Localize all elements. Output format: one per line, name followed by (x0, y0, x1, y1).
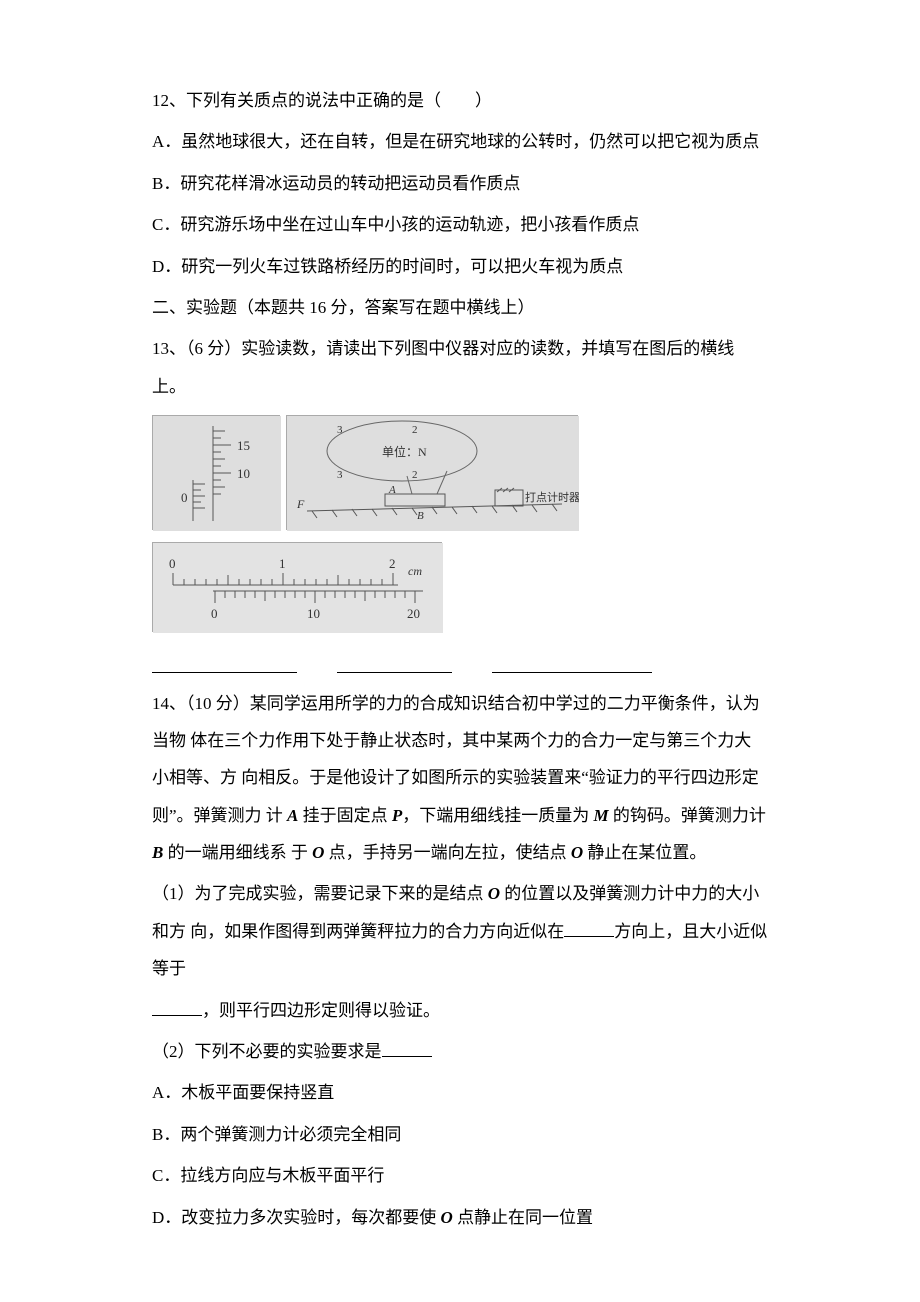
q14-stem-line4d: 的钩码。弹簧测力计 (609, 806, 766, 825)
q14-italic-m: M (594, 806, 609, 825)
q12-choice-a: A．虽然地球很大，还在自转，但是在研究地球的公转时，仍然可以把它视为质点 (152, 123, 768, 160)
q14-italic-o2: O (571, 843, 583, 862)
q13-ruler-image: 0 1 2 cm (152, 542, 442, 632)
svg-text:15: 15 (237, 438, 250, 453)
q14-choice-d: D．改变拉力多次实验时，每次都要使 O 点静止在同一位置 (152, 1199, 768, 1236)
q14-sub1-cont: ，则平行四边形定则得以验证。 (152, 992, 768, 1029)
q14-choice-b: B．两个弹簧测力计必须完全相同 (152, 1116, 768, 1153)
q12-choice-d: D．研究一列火车过铁路桥经历的时间时，可以把火车视为质点 (152, 248, 768, 285)
q14-italic-b: B (152, 843, 163, 862)
svg-text:A: A (388, 484, 396, 496)
svg-text:20: 20 (407, 606, 420, 621)
svg-text:10: 10 (237, 466, 250, 481)
q14-sub2-blank[interactable] (382, 1037, 432, 1057)
q14-sub2: （2）下列不必要的实验要求是 (152, 1033, 768, 1070)
q14-stem-line5b: 点，手持另一端向左拉，使结点 (324, 843, 571, 862)
q13-vernier-image: 15 10 0 (152, 415, 280, 530)
q14-choice-c: C．拉线方向应与木板平面平行 (152, 1157, 768, 1194)
q14-stem-line4e: 的一端用细线系 (163, 843, 286, 862)
q14-choice-a: A．木板平面要保持竖直 (152, 1074, 768, 1111)
q13-images-row1: 15 10 0 单位：N 3 2 3 2 (152, 415, 768, 530)
svg-text:3: 3 (337, 424, 343, 436)
svg-text:0: 0 (181, 490, 188, 505)
svg-text:2: 2 (389, 556, 396, 571)
q14-d-part1: D．改变拉力多次实验时，每次都要使 (152, 1208, 441, 1227)
q14-italic-a: A (287, 806, 298, 825)
q14-stem-line4b: 挂于固定点 (298, 806, 392, 825)
svg-text:10: 10 (307, 606, 320, 621)
q14-d-o: O (441, 1208, 453, 1227)
q14-sub2-text: （2）下列不必要的实验要求是 (152, 1042, 382, 1061)
q12-choice-c: C．研究游乐场中坐在过山车中小孩的运动轨迹，把小孩看作质点 (152, 206, 768, 243)
q14-stem-line4c: ，下端用细线挂一质量为 (402, 806, 593, 825)
svg-text:1: 1 (279, 556, 286, 571)
svg-text:3: 3 (337, 469, 343, 481)
q13-stem: 13、（6 分）实验读数，请读出下列图中仪器对应的读数，并填写在图后的横线上。 (152, 330, 768, 405)
svg-text:2: 2 (412, 424, 418, 436)
q14-sub1-blank1[interactable] (564, 916, 614, 936)
svg-text:F: F (296, 497, 305, 511)
q12-choice-b: B．研究花样滑冰运动员的转动把运动员看作质点 (152, 165, 768, 202)
q13-spring-scale-image: 单位：N 3 2 3 2 (286, 415, 578, 530)
svg-text:B: B (417, 510, 424, 522)
q14-stem-line4a: 计 (266, 806, 287, 825)
svg-text:2: 2 (412, 469, 418, 481)
q13-blank-3[interactable] (492, 652, 652, 672)
q14-stem-line5a: 于 (291, 843, 312, 862)
svg-text:单位：N: 单位：N (382, 444, 427, 459)
q13-blank-2[interactable] (337, 652, 452, 672)
q14-stem-line5c: 静止在某位置。 (583, 843, 706, 862)
q14-sub1-a: （1）为了完成实验，需要记录下来的是结点 (152, 884, 488, 903)
q14-sub1: （1）为了完成实验，需要记录下来的是结点 O 的位置以及弹簧测力计中力的大小和方… (152, 875, 768, 987)
q14-sub1-e: ，则平行四边形定则得以验证。 (202, 1001, 440, 1020)
q13-blank-1[interactable] (152, 652, 297, 672)
q14-italic-o1: O (312, 843, 324, 862)
q12-stem: 12、下列有关质点的说法中正确的是（ ） (152, 82, 768, 119)
svg-text:打点计时器: 打点计时器 (525, 490, 579, 504)
section2-header: 二、实验题（本题共 16 分，答案写在题中横线上） (152, 289, 768, 326)
q14-stem: 14、（10 分）某同学运用所学的力的合成知识结合初中学过的二力平衡条件，认为当… (152, 685, 768, 872)
svg-text:cm: cm (408, 564, 422, 578)
svg-text:0: 0 (211, 606, 218, 621)
q14-sub1-c: 向，如果作图得到两弹簧秤拉力的合力方向近似在 (190, 922, 564, 941)
q13-answer-blanks (152, 652, 768, 672)
q14-italic-p: P (392, 806, 402, 825)
svg-text:0: 0 (169, 556, 176, 571)
q14-d-part2: 点静止在同一位置 (453, 1208, 593, 1227)
q14-sub1-o: O (488, 884, 500, 903)
q14-sub1-blank2[interactable] (152, 995, 202, 1015)
